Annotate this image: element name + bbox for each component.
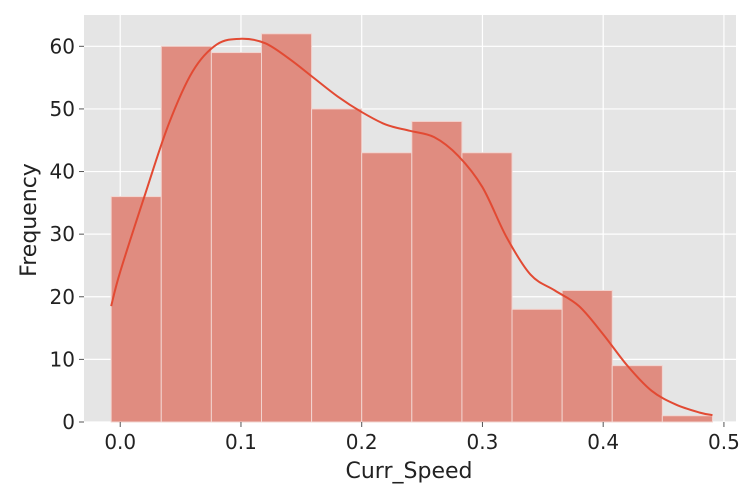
- y-axis-ticks: 0 10 20 30 40 50 60: [50, 34, 84, 434]
- histogram-bar-4: [260, 33, 313, 423]
- y-tick-label: 10: [50, 347, 75, 371]
- histogram-bar-6: [361, 152, 413, 423]
- x-axis-label: Curr_Speed: [346, 459, 473, 484]
- y-tick-label: 0: [62, 410, 75, 434]
- histogram-bar-2: [160, 45, 212, 423]
- histogram-bar-8: [461, 152, 513, 423]
- x-tick-label: 0.3: [467, 430, 499, 454]
- histogram-bar-7: [411, 120, 463, 423]
- histogram-bar-1: [110, 196, 162, 423]
- histogram-bar-10: [561, 290, 613, 423]
- y-tick-label: 40: [50, 160, 75, 184]
- histogram-bars: [110, 33, 713, 423]
- y-tick-label: 60: [50, 34, 75, 58]
- x-tick-label: 0.5: [708, 430, 740, 454]
- kde-curve: [110, 37, 713, 417]
- y-tick-label: 20: [50, 285, 75, 309]
- y-axis-label: Frequency: [17, 163, 42, 277]
- x-axis-ticks: 0.0 0.1 0.2 0.3 0.4 0.5: [104, 422, 740, 454]
- histogram-bar-11: [611, 365, 663, 423]
- x-tick-label: 0.4: [587, 430, 619, 454]
- x-tick-label: 0.0: [104, 430, 136, 454]
- histogram-bar-5: [311, 108, 363, 423]
- x-tick-label: 0.1: [225, 430, 257, 454]
- y-tick-label: 50: [50, 97, 75, 121]
- histogram-bar-3: [210, 52, 262, 423]
- histogram-bar-9: [511, 308, 563, 423]
- y-tick-label: 30: [50, 222, 75, 246]
- histogram-bar-12: [661, 415, 713, 423]
- x-tick-label: 0.2: [346, 430, 378, 454]
